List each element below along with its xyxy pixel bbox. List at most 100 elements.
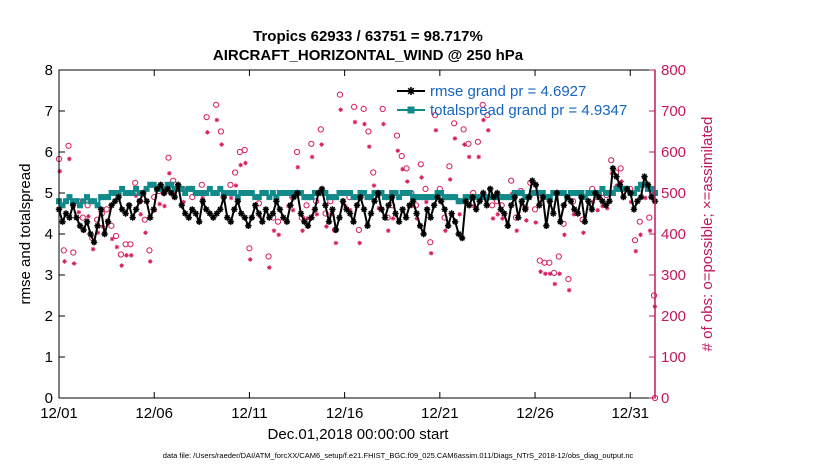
y-axis-right: 0 100 200 300 400 500 600 700 800 — [649, 62, 686, 407]
rmse-point — [374, 189, 382, 197]
obs-assimilated-point — [57, 168, 63, 174]
obs-assimilated-point — [366, 144, 372, 149]
obs-possible-point — [422, 185, 429, 192]
totalspread-point — [101, 194, 108, 201]
rmse-point — [308, 214, 315, 221]
totalspread-point — [329, 194, 336, 201]
obs-assimilated-point — [124, 253, 129, 258]
rmse-point — [522, 206, 529, 213]
x-tick-label: 12/16 — [326, 405, 364, 422]
totalspread-point — [518, 190, 525, 196]
totalspread-point — [424, 194, 431, 201]
rmse-point — [294, 189, 301, 197]
totalspread-point — [308, 194, 315, 201]
rmse-point — [602, 202, 610, 209]
rmse-point — [80, 226, 87, 234]
rmse-point — [427, 214, 434, 221]
x-axis-label: Dec.01,2018 00:00:00 start — [268, 426, 450, 443]
totalspread-point — [413, 194, 420, 201]
totalspread-point — [224, 190, 231, 196]
obs-assimilated-point — [319, 142, 324, 147]
rmse-point — [287, 202, 294, 209]
rmse-point — [578, 193, 585, 201]
totalspread-point — [378, 190, 385, 196]
totalspread-point — [466, 194, 473, 201]
rmse-point — [444, 222, 452, 229]
totalspread-point — [434, 190, 441, 196]
obs-assimilated-point — [619, 179, 624, 184]
plot-area — [55, 91, 659, 402]
rmse-point — [150, 206, 157, 213]
obs-assimilated-point — [447, 177, 453, 182]
obs-possible-point — [203, 114, 210, 121]
rmse-point — [553, 189, 561, 197]
obs-assimilated-point — [452, 136, 458, 141]
x-tick-label: 12/26 — [516, 405, 554, 422]
totalspread-point — [80, 198, 87, 205]
totalspread-point — [483, 194, 490, 201]
rmse-point — [592, 189, 599, 197]
rmse-point — [69, 202, 77, 209]
obs-assimilated-point — [162, 203, 167, 209]
obs-assimilated-point — [347, 207, 353, 213]
obs-assimilated-point — [414, 216, 420, 221]
obs-assimilated-point — [271, 228, 277, 233]
obs-possible-point — [541, 259, 548, 266]
rmse-point — [90, 239, 98, 246]
totalspread-point — [459, 198, 466, 205]
totalspread-point — [448, 194, 455, 201]
obs-assimilated-point — [205, 130, 210, 135]
rmse-point — [259, 218, 266, 225]
totalspread-point — [77, 202, 83, 209]
obs-assimilated-point — [409, 203, 415, 209]
totalspread-point — [280, 190, 287, 196]
obs-assimilated-point — [462, 142, 467, 147]
obs-possible-point — [246, 245, 253, 252]
rmse-point — [536, 202, 543, 209]
obs-assimilated-point — [266, 265, 272, 270]
totalspread-point — [143, 185, 150, 192]
rmse-point — [388, 193, 396, 201]
rmse-point — [157, 181, 164, 188]
totalspread-point — [94, 202, 101, 209]
obs-assimilated-point — [214, 117, 220, 123]
rmse-point — [346, 210, 354, 217]
rmse-point — [301, 218, 308, 225]
rmse-point — [630, 206, 638, 213]
rmse-point — [451, 218, 459, 225]
y-tick-label: 8 — [45, 62, 53, 79]
rmse-point — [546, 198, 554, 205]
totalspread-point — [91, 198, 98, 205]
rmse-point — [262, 206, 270, 213]
totalspread-point — [368, 194, 374, 201]
legend: rmse grand pr = 4.6927 totalspread grand… — [397, 83, 627, 119]
rmse-point — [94, 222, 101, 229]
totalspread-point — [403, 190, 410, 196]
y-tick-label-right: 0 — [661, 390, 669, 407]
obs-possible-point — [336, 91, 343, 98]
rmse-point — [62, 210, 70, 217]
obs-possible-point — [474, 138, 481, 145]
obs-assimilated-point — [357, 240, 363, 246]
totalspread-point — [504, 194, 511, 201]
obs-possible-point — [217, 128, 224, 135]
rmse-point — [494, 189, 501, 197]
obs-possible-point — [555, 253, 562, 260]
obs-assimilated-point — [376, 205, 382, 211]
totalspread-point — [227, 190, 234, 196]
rmse-point — [487, 185, 494, 193]
obs-possible-point — [213, 101, 220, 108]
totalspread-point — [241, 190, 248, 196]
totalspread-point — [546, 194, 553, 201]
totalspread-point — [115, 190, 122, 196]
rmse-point — [238, 210, 245, 217]
totalspread-point — [497, 194, 504, 201]
totalspread-point — [245, 190, 252, 196]
totalspread-point — [441, 194, 448, 201]
rmse-point — [423, 206, 431, 213]
rmse-point — [648, 193, 655, 201]
obs-assimilated-point — [476, 154, 482, 160]
obs-assimilated-point — [362, 121, 367, 127]
obs-assimilated-point — [533, 220, 539, 225]
totalspread-point — [417, 194, 424, 201]
